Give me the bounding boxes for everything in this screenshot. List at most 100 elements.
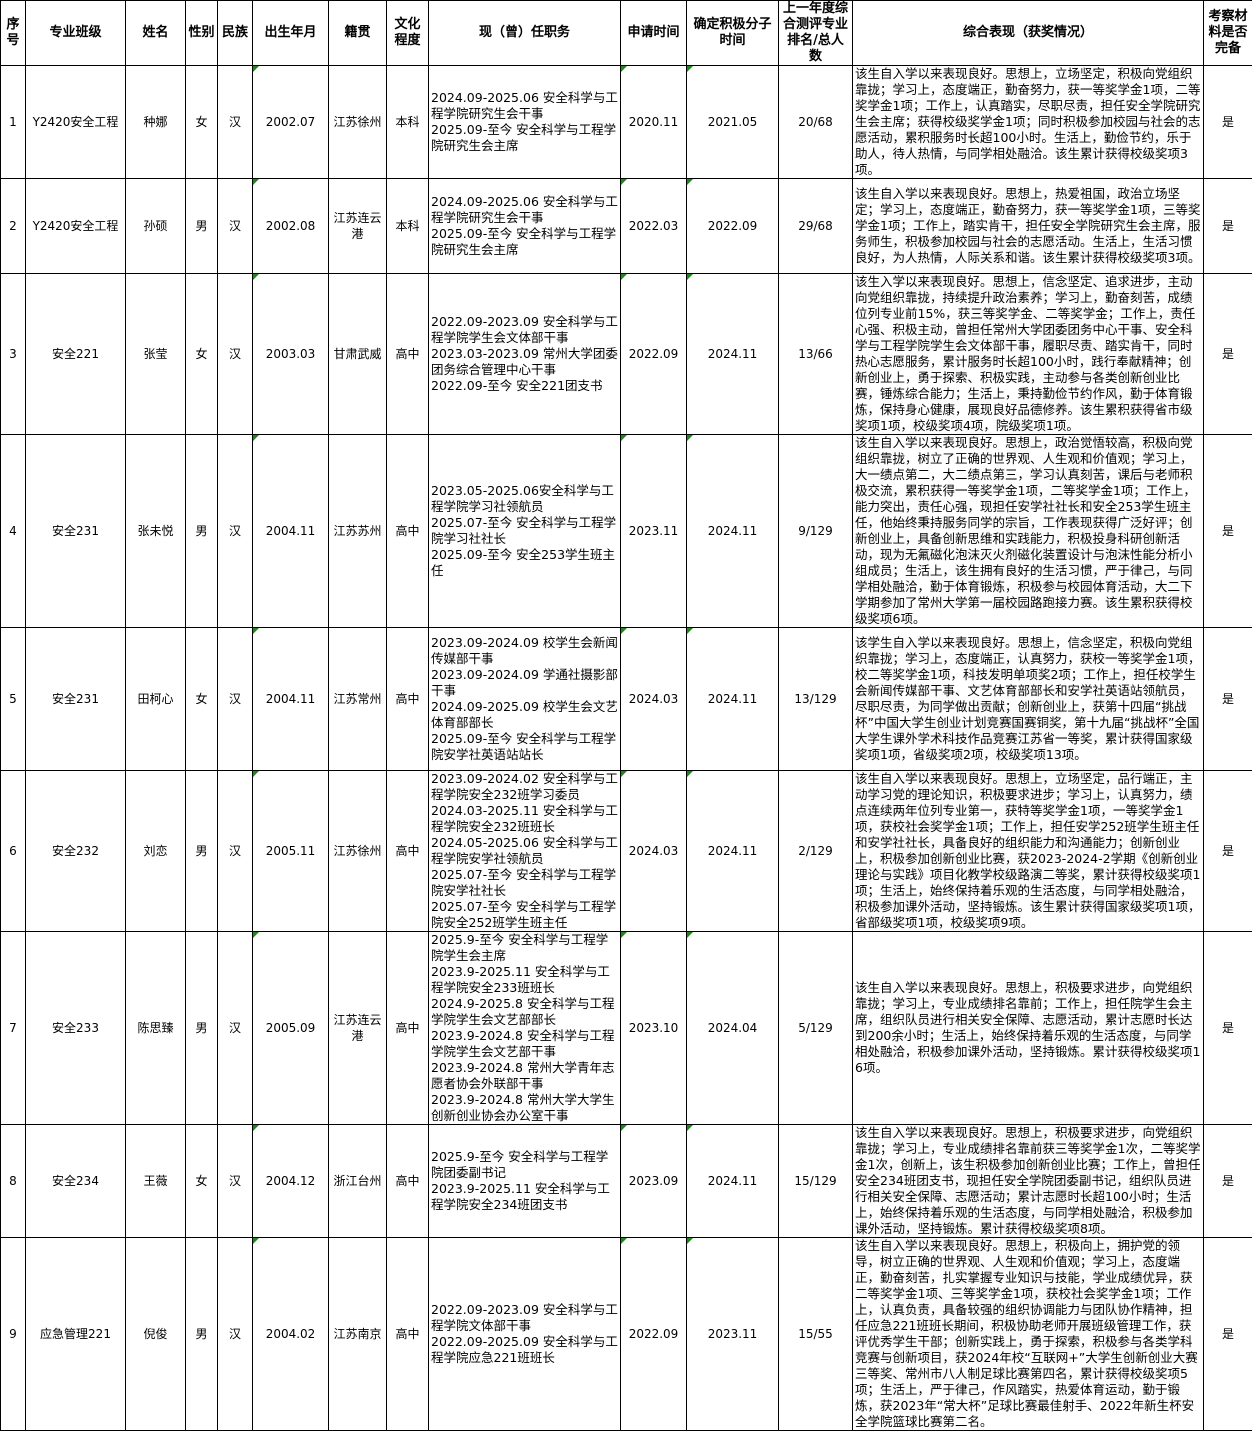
class-cell: 安全231: [26, 435, 126, 628]
complete-cell: 是: [1204, 771, 1252, 932]
row-number: 1: [1, 66, 26, 179]
rank-cell: 15/55: [779, 1238, 853, 1431]
header-education: 文化程度: [387, 1, 429, 66]
name-cell: 陈思臻: [126, 932, 186, 1125]
name-cell: 张莹: [126, 274, 186, 435]
header-complete: 考察材料是否完备: [1204, 1, 1252, 66]
ethnicity-cell: 汉: [218, 1125, 253, 1238]
gender-cell: 女: [186, 628, 218, 771]
class-cell: 安全232: [26, 771, 126, 932]
row-number: 8: [1, 1125, 26, 1238]
class-cell: Y2420安全工程: [26, 66, 126, 179]
performance-cell: 该生自入学以来表现良好。思想上，积极要求进步，向党组织靠拢；学习上，专业成绩排名…: [853, 932, 1204, 1125]
name-cell: 种娜: [126, 66, 186, 179]
rank-cell: 29/68: [779, 179, 853, 274]
positions-cell: 2025.9-至今 安全科学与工程学院学生会主席 2023.9-2025.11 …: [429, 932, 621, 1125]
header-ethnicity: 民族: [218, 1, 253, 66]
gender-cell: 女: [186, 66, 218, 179]
name-cell: 孙硕: [126, 179, 186, 274]
gender-cell: 男: [186, 1238, 218, 1431]
confirm-time-cell: 2024.11: [687, 435, 779, 628]
confirm-time-cell: 2024.11: [687, 628, 779, 771]
apply-time-cell: 2023.09: [621, 1125, 687, 1238]
complete-cell: 是: [1204, 435, 1252, 628]
class-cell: 安全231: [26, 628, 126, 771]
positions-cell: 2023.05-2025.06安全科学与工程学院学习社领航员 2025.07-至…: [429, 435, 621, 628]
row-number: 6: [1, 771, 26, 932]
education-cell: 高中: [387, 1125, 429, 1238]
gender-cell: 男: [186, 435, 218, 628]
gender-cell: 男: [186, 179, 218, 274]
positions-cell: 2024.09-2025.06 安全科学与工程学院研究生会干事 2025.09-…: [429, 179, 621, 274]
birth-cell: 2004.12: [253, 1125, 329, 1238]
header-positions: 现（曾）任职务: [429, 1, 621, 66]
apply-time-cell: 2024.03: [621, 771, 687, 932]
birth-cell: 2004.11: [253, 435, 329, 628]
education-cell: 高中: [387, 932, 429, 1125]
header-rank: 上一年度综合测评专业排名/总人数: [779, 1, 853, 66]
education-cell: 高中: [387, 771, 429, 932]
positions-cell: 2023.09-2024.02 安全科学与工程学院安全232班学习委员 2024…: [429, 771, 621, 932]
origin-cell: 江苏苏州: [329, 435, 387, 628]
confirm-time-cell: 2024.04: [687, 932, 779, 1125]
performance-cell: 该生自入学以来表现良好。思想上，立场坚定，积极向党组织靠拢；学习上，态度端正，勤…: [853, 66, 1204, 179]
ethnicity-cell: 汉: [218, 1238, 253, 1431]
ethnicity-cell: 汉: [218, 435, 253, 628]
origin-cell: 江苏连云港: [329, 179, 387, 274]
row-number: 4: [1, 435, 26, 628]
origin-cell: 浙江台州: [329, 1125, 387, 1238]
row-number: 2: [1, 179, 26, 274]
class-cell: 安全221: [26, 274, 126, 435]
rank-cell: 9/129: [779, 435, 853, 628]
complete-cell: 是: [1204, 179, 1252, 274]
name-cell: 王薇: [126, 1125, 186, 1238]
gender-cell: 男: [186, 771, 218, 932]
ethnicity-cell: 汉: [218, 771, 253, 932]
education-cell: 高中: [387, 1238, 429, 1431]
rank-cell: 13/129: [779, 628, 853, 771]
complete-cell: 是: [1204, 1238, 1252, 1431]
positions-cell: 2025.9-至今 安全科学与工程学院团委副书记 2023.9-2025.11 …: [429, 1125, 621, 1238]
ethnicity-cell: 汉: [218, 179, 253, 274]
birth-cell: 2002.07: [253, 66, 329, 179]
origin-cell: 甘肃武威: [329, 274, 387, 435]
apply-time-cell: 2023.10: [621, 932, 687, 1125]
header-performance: 综合表现（获奖情况）: [853, 1, 1204, 66]
origin-cell: 江苏常州: [329, 628, 387, 771]
confirm-time-cell: 2024.11: [687, 771, 779, 932]
name-cell: 田柯心: [126, 628, 186, 771]
education-cell: 本科: [387, 66, 429, 179]
confirm-time-cell: 2023.11: [687, 1238, 779, 1431]
name-cell: 倪俊: [126, 1238, 186, 1431]
name-cell: 张未悦: [126, 435, 186, 628]
gender-cell: 女: [186, 1125, 218, 1238]
class-cell: 安全233: [26, 932, 126, 1125]
performance-cell: 该生自入学以来表现良好。思想上，积极要求进步，向党组织靠拢；学习上，专业成绩排名…: [853, 1125, 1204, 1238]
education-cell: 高中: [387, 435, 429, 628]
confirm-time-cell: 2022.09: [687, 179, 779, 274]
header-origin: 籍贯: [329, 1, 387, 66]
header-gender: 性别: [186, 1, 218, 66]
origin-cell: 江苏连云港: [329, 932, 387, 1125]
row-number: 3: [1, 274, 26, 435]
name-cell: 刘恋: [126, 771, 186, 932]
ethnicity-cell: 汉: [218, 628, 253, 771]
performance-cell: 该学生自入学以来表现良好。思想上，信念坚定，积极向党组织靠拢；学习上，态度端正，…: [853, 628, 1204, 771]
apply-time-cell: 2023.11: [621, 435, 687, 628]
rank-cell: 20/68: [779, 66, 853, 179]
rank-cell: 5/129: [779, 932, 853, 1125]
apply-time-cell: 2024.03: [621, 628, 687, 771]
origin-cell: 江苏徐州: [329, 66, 387, 179]
confirm-time-cell: 2024.11: [687, 274, 779, 435]
rank-cell: 13/66: [779, 274, 853, 435]
